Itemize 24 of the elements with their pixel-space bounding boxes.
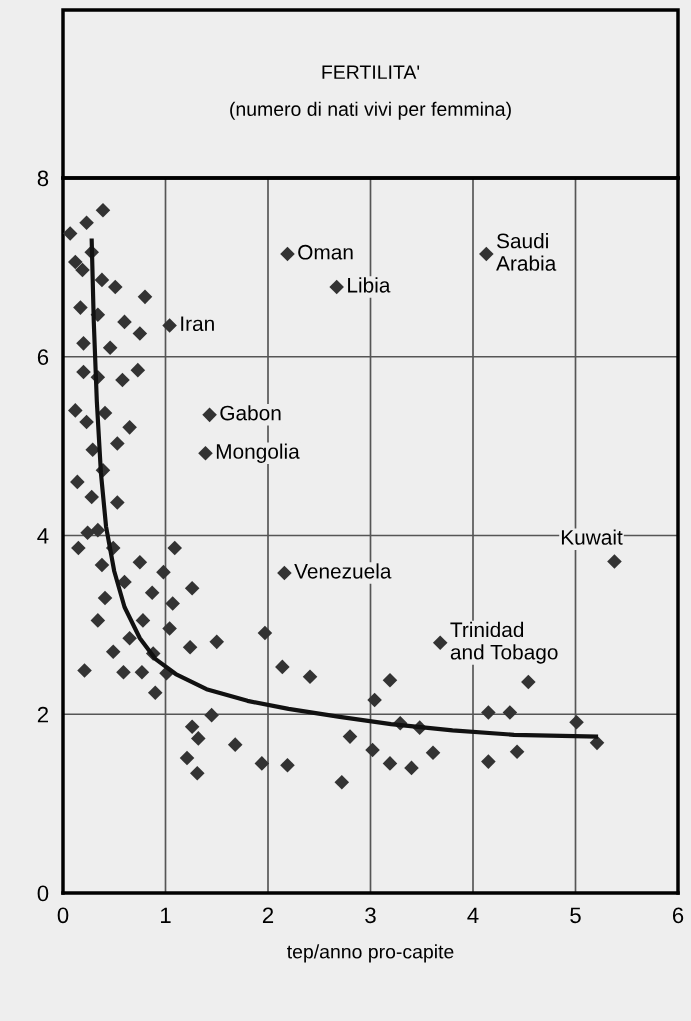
annotation: Saudi Arabia xyxy=(496,233,557,271)
annotation: Gabon xyxy=(220,405,281,421)
x-tick-label: 0 xyxy=(57,907,69,924)
annotation: Iran xyxy=(181,316,214,332)
y-tick-label: 2 xyxy=(37,706,48,723)
y-tick-label: 4 xyxy=(37,528,49,544)
annotation: Mongolia xyxy=(216,443,300,463)
x-tick-label: 2 xyxy=(262,907,274,923)
annotation: Oman xyxy=(298,244,353,260)
x-axis-title: tep/anno pro-capite xyxy=(287,944,454,963)
y-tick-label: 6 xyxy=(37,349,49,366)
y-tick-label: 0 xyxy=(37,885,49,902)
x-tick-label: 6 xyxy=(672,907,684,924)
x-tick-label: 4 xyxy=(467,907,479,923)
x-tick-label: 5 xyxy=(570,907,581,924)
annotation: Trinidad and Tobago xyxy=(450,621,558,664)
annotation: Libia xyxy=(348,277,391,293)
chart-title: FERTILITA' xyxy=(322,65,420,79)
chart-subtitle: (numero di nati vivi per femmina) xyxy=(230,101,511,120)
x-tick-label: 1 xyxy=(161,907,171,923)
y-tick-label: 8 xyxy=(37,170,49,187)
annotation: Kuwait xyxy=(561,529,623,545)
x-tick-label: 3 xyxy=(365,907,376,924)
annotation: Venezuela xyxy=(294,563,392,579)
